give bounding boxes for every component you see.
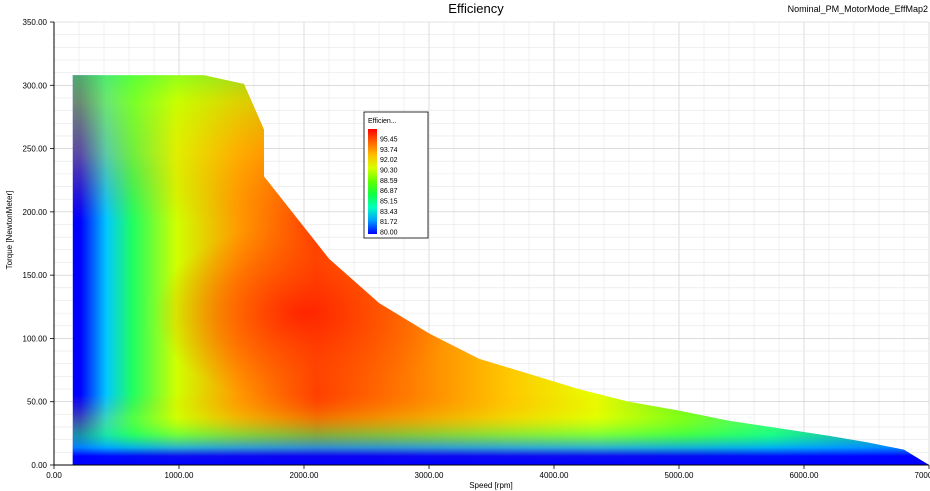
y-tick-label: 0.00 [31, 461, 47, 470]
x-tick-label: 1000.00 [165, 471, 194, 480]
y-tick-label: 300.00 [23, 81, 48, 90]
legend-level-label: 83.43 [380, 209, 398, 216]
legend-level-label: 80.00 [380, 230, 398, 237]
legend-color-bar [368, 129, 377, 234]
y-tick-label: 250.00 [23, 145, 48, 154]
x-tick-label: 6000.00 [790, 471, 819, 480]
x-tick-label: 2000.00 [290, 471, 319, 480]
x-tick-label: 4000.00 [540, 471, 569, 480]
y-tick-label: 50.00 [27, 398, 48, 407]
legend-labels: 95.45 93.74 92.02 90.30 88.59 86.87 85.15 83.43… [380, 137, 398, 237]
legend-level-label: 95.45 [380, 137, 398, 144]
y-tick-label: 150.00 [23, 271, 48, 280]
legend-level-label: 85.15 [380, 199, 398, 206]
y-axis-label: Torque [NewtonMeter] [5, 191, 14, 270]
legend-level-label: 92.02 [380, 157, 398, 164]
x-axis-label: Speed [rpm] [469, 481, 513, 490]
x-tick-label: 0.00 [46, 471, 62, 480]
chart-subtitle: Nominal_PM_MotorMode_EffMap2 [788, 4, 928, 14]
legend-level-label: 81.72 [380, 219, 398, 226]
efficiency-legend[interactable]: Efficien... 95.45 93.74 92.02 90.30 88.59 86.… [363, 111, 429, 239]
legend-level-label: 88.59 [380, 178, 398, 185]
y-tick-label: 200.00 [23, 208, 48, 217]
y-tick-label: 100.00 [23, 334, 48, 343]
chart-title: Efficiency [448, 1, 504, 16]
y-axis-ticks: 0.00 50.00 100.00 150.00 200.00 250.00 300.00 3… [23, 18, 54, 470]
legend-level-label: 86.87 [380, 188, 398, 195]
x-tick-label: 5000.00 [665, 471, 694, 480]
x-tick-label: 3000.00 [415, 471, 444, 480]
legend-title: Efficien... [368, 118, 397, 125]
legend-level-label: 90.30 [380, 168, 398, 175]
x-axis-ticks: 0.00 1000.00 2000.00 3000.00 4000.00 5000.00 6… [46, 465, 930, 480]
legend-level-label: 93.74 [380, 147, 398, 154]
y-tick-label: 350.00 [23, 18, 48, 27]
